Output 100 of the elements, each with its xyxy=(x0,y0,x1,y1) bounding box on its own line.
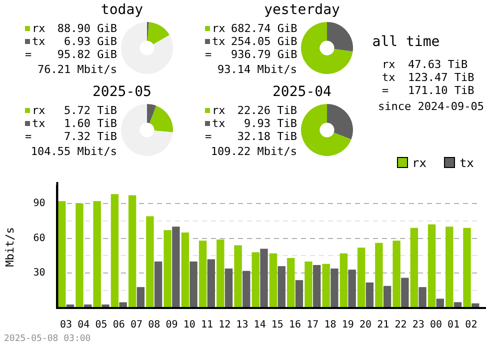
bar xyxy=(224,268,233,308)
data-label: 5.72 TiB xyxy=(63,104,117,117)
data-label: 254.05 GiB xyxy=(231,35,298,48)
text: = xyxy=(205,48,212,61)
x-tick-label: 05 xyxy=(95,320,108,331)
data-label: 6.93 GiB xyxy=(63,35,117,48)
bar xyxy=(76,203,84,308)
bar xyxy=(287,258,295,308)
bar xyxy=(463,228,471,308)
x-tick-label: 02 xyxy=(465,320,478,331)
bar xyxy=(172,226,180,308)
y-tick-label: 60 xyxy=(33,232,46,244)
bar xyxy=(181,232,190,308)
x-tick-label: 10 xyxy=(183,320,196,331)
y-tick-label: 30 xyxy=(33,268,46,279)
bar xyxy=(392,240,400,308)
bar xyxy=(410,228,418,308)
text: = xyxy=(205,130,212,143)
bar xyxy=(207,259,215,308)
text: tx xyxy=(382,71,396,84)
bar xyxy=(375,242,383,308)
x-tick-label: 00 xyxy=(430,320,442,331)
data-label: 22.26 TiB xyxy=(236,104,297,117)
chart-title: today xyxy=(100,2,144,18)
bar xyxy=(260,248,268,308)
x-tick-label: 08 xyxy=(148,320,160,331)
x-tick-label: 14 xyxy=(254,320,266,331)
legend-label: tx xyxy=(459,156,474,170)
bar xyxy=(330,268,338,308)
bar xyxy=(190,262,198,308)
bar xyxy=(164,230,172,308)
legend-label: tx xyxy=(212,117,226,130)
bar xyxy=(418,287,426,308)
x-tick-label: 01 xyxy=(448,320,460,331)
bar xyxy=(366,282,374,308)
bar xyxy=(216,239,224,308)
text: 95.82 GiB xyxy=(56,48,117,61)
bar xyxy=(312,265,321,308)
bar xyxy=(234,245,242,308)
text: 32.18 TiB xyxy=(236,130,297,143)
x-tick-label: 15 xyxy=(271,320,284,331)
x-tick-label: 03 xyxy=(60,320,72,331)
text: 47.63 TiB xyxy=(408,58,468,71)
text: 936.79 GiB xyxy=(231,48,298,61)
x-tick-label: 12 xyxy=(218,320,231,331)
x-tick-label: 09 xyxy=(166,320,178,331)
chart-title: 2025-05 xyxy=(91,84,152,100)
text: = xyxy=(382,84,389,97)
bar xyxy=(128,195,136,308)
text: since 2024-09-05 xyxy=(378,100,484,113)
x-tick-label: 23 xyxy=(412,320,424,331)
x-tick-label: 22 xyxy=(394,320,407,331)
bar xyxy=(154,262,162,308)
bar xyxy=(58,201,66,308)
bar xyxy=(278,266,286,308)
text: rx xyxy=(382,58,396,71)
bar xyxy=(340,253,348,308)
bar xyxy=(93,201,101,308)
bar xyxy=(269,253,278,308)
legend-label: tx xyxy=(212,35,226,48)
x-tick-label: 18 xyxy=(324,320,336,331)
x-tick-label: 04 xyxy=(78,320,90,331)
text: 76.21 Mbit/s xyxy=(36,63,117,76)
bar xyxy=(136,287,145,308)
x-tick-label: 21 xyxy=(377,320,390,331)
text: all time xyxy=(371,34,441,50)
bar xyxy=(304,262,312,308)
bar xyxy=(401,278,409,308)
text: 2025-05-08 03:00 xyxy=(4,334,91,344)
bar xyxy=(198,240,207,308)
bar xyxy=(446,226,454,308)
legend-label: tx xyxy=(32,117,46,130)
bar xyxy=(322,264,330,308)
text: 123.47 TiB xyxy=(408,71,474,84)
text: 7.32 TiB xyxy=(63,130,117,143)
bar xyxy=(348,270,356,308)
bar xyxy=(428,224,436,308)
text: 171.10 TiB xyxy=(408,84,474,97)
bar xyxy=(252,252,260,308)
bar xyxy=(295,280,304,308)
legend-label: rx xyxy=(412,156,426,170)
legend-label: tx xyxy=(32,35,46,48)
x-tick-label: 13 xyxy=(236,320,248,331)
x-tick-label: 20 xyxy=(359,320,372,331)
legend-label: rx xyxy=(212,22,226,35)
text: 109.22 Mbit/s xyxy=(210,145,297,158)
text: = xyxy=(25,130,32,143)
bar xyxy=(110,194,119,308)
bar xyxy=(357,248,366,308)
data-label: 88.90 GiB xyxy=(56,22,117,35)
chart-title: yesterday xyxy=(263,2,341,18)
legend-label: rx xyxy=(212,104,226,117)
text: 104.55 Mbit/s xyxy=(30,145,117,158)
bar xyxy=(383,286,392,308)
x-tick-label: 11 xyxy=(200,320,213,331)
y-tick-label: 90 xyxy=(33,198,46,210)
text: 93.14 Mbit/s xyxy=(216,63,297,76)
bar xyxy=(242,270,250,308)
x-tick-label: 06 xyxy=(112,320,125,331)
data-label: 1.60 TiB xyxy=(63,117,117,130)
